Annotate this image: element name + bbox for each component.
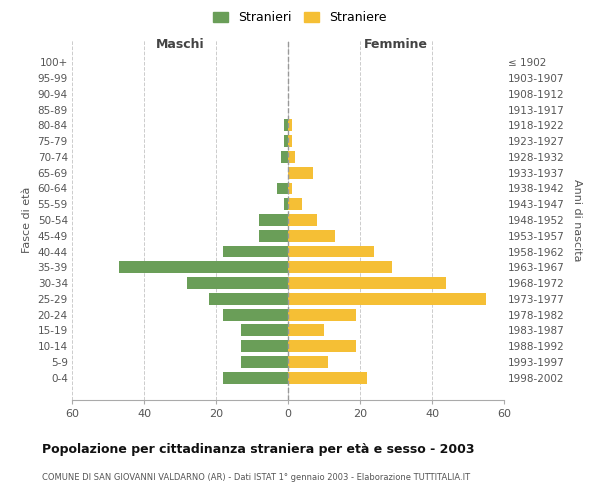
Bar bbox=[288, 356, 328, 368]
Bar bbox=[288, 340, 356, 352]
Text: Maschi: Maschi bbox=[155, 38, 205, 51]
Bar bbox=[288, 372, 367, 384]
Bar bbox=[288, 308, 356, 320]
Bar bbox=[223, 372, 288, 384]
Bar bbox=[241, 324, 288, 336]
Bar bbox=[277, 182, 288, 194]
Bar bbox=[241, 356, 288, 368]
Bar bbox=[119, 262, 288, 273]
Text: Femmine: Femmine bbox=[364, 38, 428, 51]
Bar bbox=[223, 246, 288, 258]
Y-axis label: Anni di nascita: Anni di nascita bbox=[572, 179, 582, 261]
Bar bbox=[288, 182, 292, 194]
Bar bbox=[284, 198, 288, 210]
Text: COMUNE DI SAN GIOVANNI VALDARNO (AR) - Dati ISTAT 1° gennaio 2003 - Elaborazione: COMUNE DI SAN GIOVANNI VALDARNO (AR) - D… bbox=[42, 472, 470, 482]
Bar bbox=[223, 308, 288, 320]
Bar bbox=[288, 262, 392, 273]
Bar bbox=[288, 277, 446, 289]
Bar bbox=[288, 151, 295, 163]
Bar bbox=[284, 135, 288, 147]
Y-axis label: Fasce di età: Fasce di età bbox=[22, 187, 32, 253]
Bar bbox=[284, 120, 288, 132]
Bar bbox=[288, 214, 317, 226]
Bar bbox=[209, 293, 288, 305]
Bar bbox=[241, 340, 288, 352]
Bar bbox=[288, 230, 335, 241]
Bar bbox=[288, 246, 374, 258]
Bar bbox=[288, 167, 313, 178]
Legend: Stranieri, Straniere: Stranieri, Straniere bbox=[211, 8, 389, 26]
Bar bbox=[281, 151, 288, 163]
Bar bbox=[288, 120, 292, 132]
Text: Popolazione per cittadinanza straniera per età e sesso - 2003: Popolazione per cittadinanza straniera p… bbox=[42, 442, 475, 456]
Bar bbox=[288, 293, 486, 305]
Bar bbox=[288, 198, 302, 210]
Bar bbox=[288, 135, 292, 147]
Bar bbox=[288, 324, 324, 336]
Bar bbox=[259, 214, 288, 226]
Bar bbox=[187, 277, 288, 289]
Bar bbox=[259, 230, 288, 241]
